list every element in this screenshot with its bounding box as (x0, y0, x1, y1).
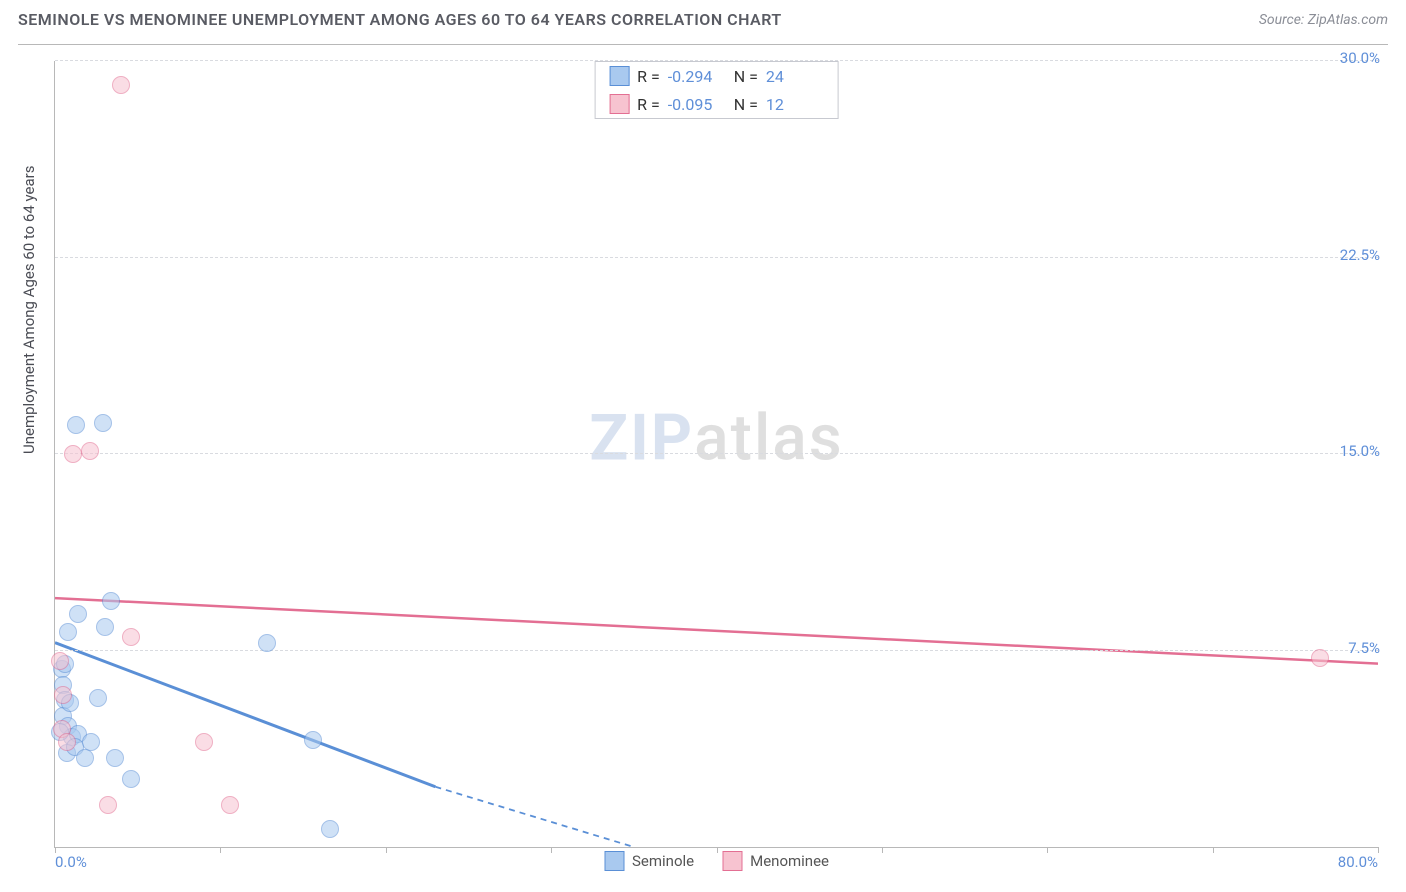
legend-item-menominee: Menominee (722, 851, 829, 871)
data-point (81, 442, 99, 460)
data-point (122, 770, 140, 788)
y-axis-title: Unemployment Among Ages 60 to 64 years (20, 166, 38, 454)
legend-label: Menominee (750, 852, 829, 870)
r-label: R = (637, 95, 660, 114)
x-tick (1047, 847, 1048, 853)
x-tick (220, 847, 221, 853)
watermark-part2: atlas (694, 401, 844, 476)
watermark-part1: ZIP (589, 401, 694, 476)
stats-row-menominee: R = -0.095 N = 12 (595, 90, 838, 118)
x-tick (1213, 847, 1214, 853)
data-point (76, 749, 94, 767)
data-point (59, 623, 77, 641)
x-tick (882, 847, 883, 853)
x-tick (1378, 847, 1379, 853)
n-label: N = (734, 95, 758, 114)
data-point (67, 416, 85, 434)
chart-title: SEMINOLE VS MENOMINEE UNEMPLOYMENT AMONG… (18, 10, 782, 29)
legend-label: Seminole (632, 852, 694, 870)
swatch-menominee (609, 94, 629, 114)
legend-item-seminole: Seminole (604, 851, 694, 871)
data-point (99, 796, 117, 814)
n-label: N = (734, 67, 758, 86)
series-legend: Seminole Menominee (604, 851, 829, 871)
gridline (55, 453, 1378, 454)
n-value-seminole: 24 (766, 67, 824, 86)
data-point (195, 733, 213, 751)
r-value-menominee: -0.095 (668, 95, 726, 114)
y-axis-label: 22.5% (1340, 246, 1380, 264)
data-point (82, 733, 100, 751)
data-point (64, 445, 82, 463)
data-point (94, 414, 112, 432)
x-axis-min-label: 0.0% (55, 853, 87, 871)
x-tick (386, 847, 387, 853)
data-point (258, 634, 276, 652)
source-label: Source: ZipAtlas.com (1259, 12, 1388, 28)
data-point (1311, 649, 1329, 667)
data-point (58, 733, 76, 751)
trend-lines (55, 61, 1378, 847)
y-axis-label: 7.5% (1348, 639, 1380, 657)
swatch-seminole (609, 66, 629, 86)
chart-container: Unemployment Among Ages 60 to 64 years Z… (18, 44, 1388, 872)
data-point (89, 689, 107, 707)
swatch-menominee (722, 851, 742, 871)
data-point (102, 592, 120, 610)
y-axis-label: 15.0% (1340, 442, 1380, 460)
x-tick (717, 847, 718, 853)
data-point (321, 820, 339, 838)
gridline (55, 650, 1378, 651)
r-label: R = (637, 67, 660, 86)
data-point (51, 652, 69, 670)
swatch-seminole (604, 851, 624, 871)
data-point (54, 686, 72, 704)
stats-legend: R = -0.294 N = 24 R = -0.095 N = 12 (594, 61, 839, 119)
stats-row-seminole: R = -0.294 N = 24 (595, 62, 838, 90)
data-point (69, 605, 87, 623)
data-point (122, 628, 140, 646)
y-axis-label: 30.0% (1340, 49, 1380, 67)
data-point (304, 731, 322, 749)
data-point (106, 749, 124, 767)
n-value-menominee: 12 (766, 95, 824, 114)
gridline (55, 257, 1378, 258)
x-tick (55, 847, 56, 853)
data-point (221, 796, 239, 814)
r-value-seminole: -0.294 (668, 67, 726, 86)
data-point (96, 618, 114, 636)
x-axis-max-label: 80.0% (1338, 853, 1378, 871)
plot-area: Unemployment Among Ages 60 to 64 years Z… (54, 61, 1378, 848)
data-point (112, 76, 130, 94)
watermark: ZIPatlas (589, 401, 843, 476)
x-tick (551, 847, 552, 853)
